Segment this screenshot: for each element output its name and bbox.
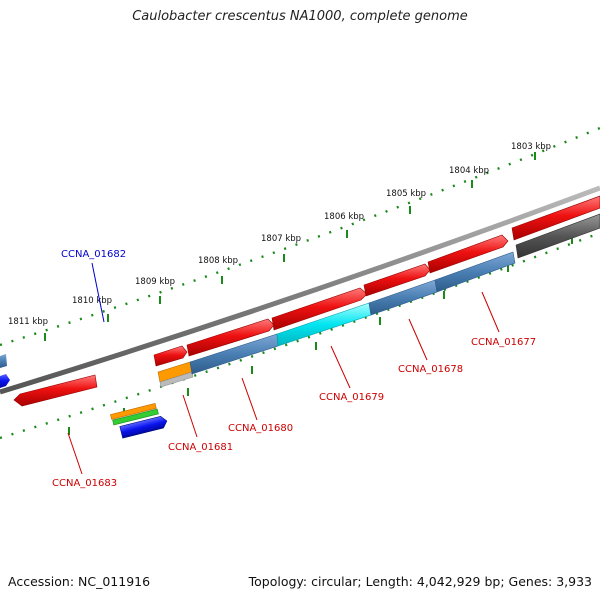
scale-label: 1811 kbp: [8, 317, 48, 327]
scale-label: 1805 kbp: [386, 189, 426, 199]
scale-label: 1809 kbp: [135, 277, 175, 287]
gene-arrow-red: [511, 195, 600, 241]
outer-major-ticks: [44, 152, 536, 341]
gene-label-ccna-01677: CCNA_01677: [471, 337, 536, 348]
gene-label-ccna-01680: CCNA_01680: [228, 423, 293, 434]
scale-label: 1807 kbp: [261, 234, 301, 244]
genome-backbone: [0, 185, 600, 395]
forward-red-genes: [153, 195, 600, 367]
gene-arrow-red: [427, 234, 509, 274]
cds-steelblue: [434, 251, 516, 293]
callout-lines: [67, 262, 500, 475]
gene-ccna-01682-green: [112, 408, 159, 426]
gene-blue-partial: [0, 374, 10, 388]
scale-label: 1808 kbp: [198, 256, 238, 266]
gene-arrow-red: [363, 263, 431, 297]
gene-arrow-red: [271, 287, 368, 331]
gene-arrow-red: [153, 345, 188, 367]
gene-label-ccna-01682: CCNA_01682: [61, 249, 126, 260]
scale-labels: 1811 kbp 1810 kbp 1809 kbp 1808 kbp 1807…: [8, 142, 551, 327]
gene-ccna-01682-orange: [110, 403, 157, 420]
left-edge-features: [0, 354, 98, 407]
map-title: Caulobacter crescentus NA1000, complete …: [132, 9, 468, 24]
gene-label-ccna-01679: CCNA_01679: [319, 392, 384, 403]
gene-arrow-red: [186, 318, 275, 357]
scale-label: 1806 kbp: [324, 212, 364, 222]
genome-summary-text: Topology: circular; Length: 4,042,929 bp…: [248, 574, 592, 589]
gene-label-ccna-01681: CCNA_01681: [168, 442, 233, 453]
scale-label: 1803 kbp: [511, 142, 551, 152]
gene-label-ccna-01678: CCNA_01678: [398, 364, 463, 375]
cds-gray-small: [159, 371, 194, 388]
reverse-cds-features: [157, 213, 600, 388]
scale-label: 1810 kbp: [72, 296, 112, 306]
cds-darkgray: [515, 213, 600, 259]
forward-strand-features: [110, 403, 168, 439]
cds-steelblue-partial: [0, 354, 7, 368]
accession-text: Accession: NC_011916: [8, 574, 151, 589]
gene-label-ccna-01683: CCNA_01683: [52, 478, 117, 489]
gene-ccna-01683: [13, 374, 98, 407]
gene-labels: CCNA_01682 CCNA_01683 CCNA_01681 CCNA_01…: [52, 249, 536, 489]
gene-ccna-01682-blue: [119, 416, 168, 439]
scale-label: 1804 kbp: [449, 166, 489, 176]
